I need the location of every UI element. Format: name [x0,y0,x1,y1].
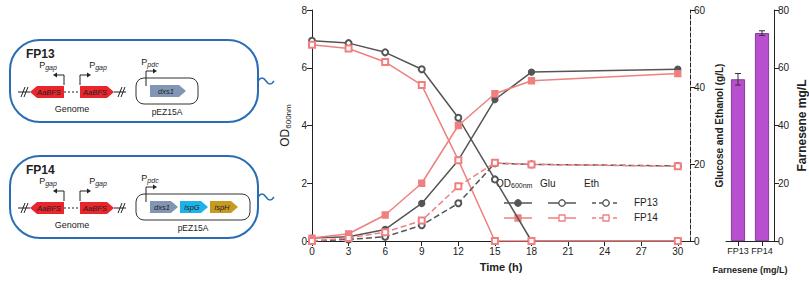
svg-text:27: 27 [636,246,648,257]
svg-text:6: 6 [301,62,307,73]
svg-text:6: 6 [382,246,388,257]
svg-text:600nm: 600nm [284,104,293,129]
svg-text:Farnesene mg/L: Farnesene mg/L [795,79,809,171]
svg-text:FP13: FP13 [634,197,658,208]
svg-text:AaBFS: AaBFS [82,88,107,97]
svg-text:pEZ15A: pEZ15A [178,223,209,233]
svg-text:Pgap: Pgap [39,176,57,188]
svg-text:Ppdc: Ppdc [141,173,159,185]
svg-text:600nm: 600nm [511,182,533,189]
svg-text:20: 20 [778,178,790,189]
svg-text:Time (h): Time (h) [480,261,523,273]
svg-text:Ppdc: Ppdc [141,57,159,69]
svg-text:40: 40 [694,82,706,93]
svg-text:30: 30 [672,246,684,257]
svg-text:15: 15 [489,246,501,257]
svg-text:Glu: Glu [540,178,556,189]
svg-text:dxs1: dxs1 [158,87,174,96]
svg-text:Genome: Genome [55,220,90,230]
svg-text:Genome: Genome [55,104,90,114]
svg-text:Pgap: Pgap [39,60,57,72]
svg-text:8: 8 [301,5,307,16]
svg-text:OD: OD [496,177,511,189]
svg-text:Farnesene (mg/L): Farnesene (mg/L) [712,265,787,275]
svg-text:AaBFS: AaBFS [36,204,61,213]
svg-text:Eth: Eth [584,178,599,189]
svg-text:dxs1: dxs1 [154,203,170,212]
svg-text:9: 9 [419,246,425,257]
svg-text:12: 12 [453,246,465,257]
svg-text:0: 0 [309,246,315,257]
svg-text:4: 4 [301,120,307,131]
svg-text:60: 60 [778,62,790,73]
svg-text:40: 40 [778,120,790,131]
svg-text:AaBFS: AaBFS [36,88,61,97]
svg-text:FP14: FP14 [26,163,55,177]
svg-text:FP14: FP14 [751,246,773,256]
svg-text:FP13: FP13 [26,47,55,61]
svg-text:21: 21 [563,246,575,257]
svg-text:OD: OD [278,128,292,146]
svg-text:3: 3 [346,246,352,257]
svg-text:FP13: FP13 [727,246,749,256]
svg-text:0: 0 [301,236,307,247]
svg-text:2: 2 [301,178,307,189]
svg-text:Pgap: Pgap [89,60,107,72]
svg-text:60: 60 [694,5,706,16]
svg-text:AaBFS: AaBFS [82,204,107,213]
svg-text:Glucose and Ethanol (g/L): Glucose and Ethanol (g/L) [714,64,725,188]
svg-text:18: 18 [526,246,538,257]
svg-text:80: 80 [778,5,790,16]
svg-text:FP14: FP14 [634,212,658,223]
svg-text:ispG: ispG [184,203,200,212]
svg-text:0: 0 [694,236,700,247]
svg-text:pEZ15A: pEZ15A [152,107,183,117]
svg-text:ispH: ispH [214,203,230,212]
svg-text:0: 0 [778,236,784,247]
svg-text:20: 20 [694,159,706,170]
svg-text:24: 24 [599,246,611,257]
svg-text:Pgap: Pgap [89,176,107,188]
